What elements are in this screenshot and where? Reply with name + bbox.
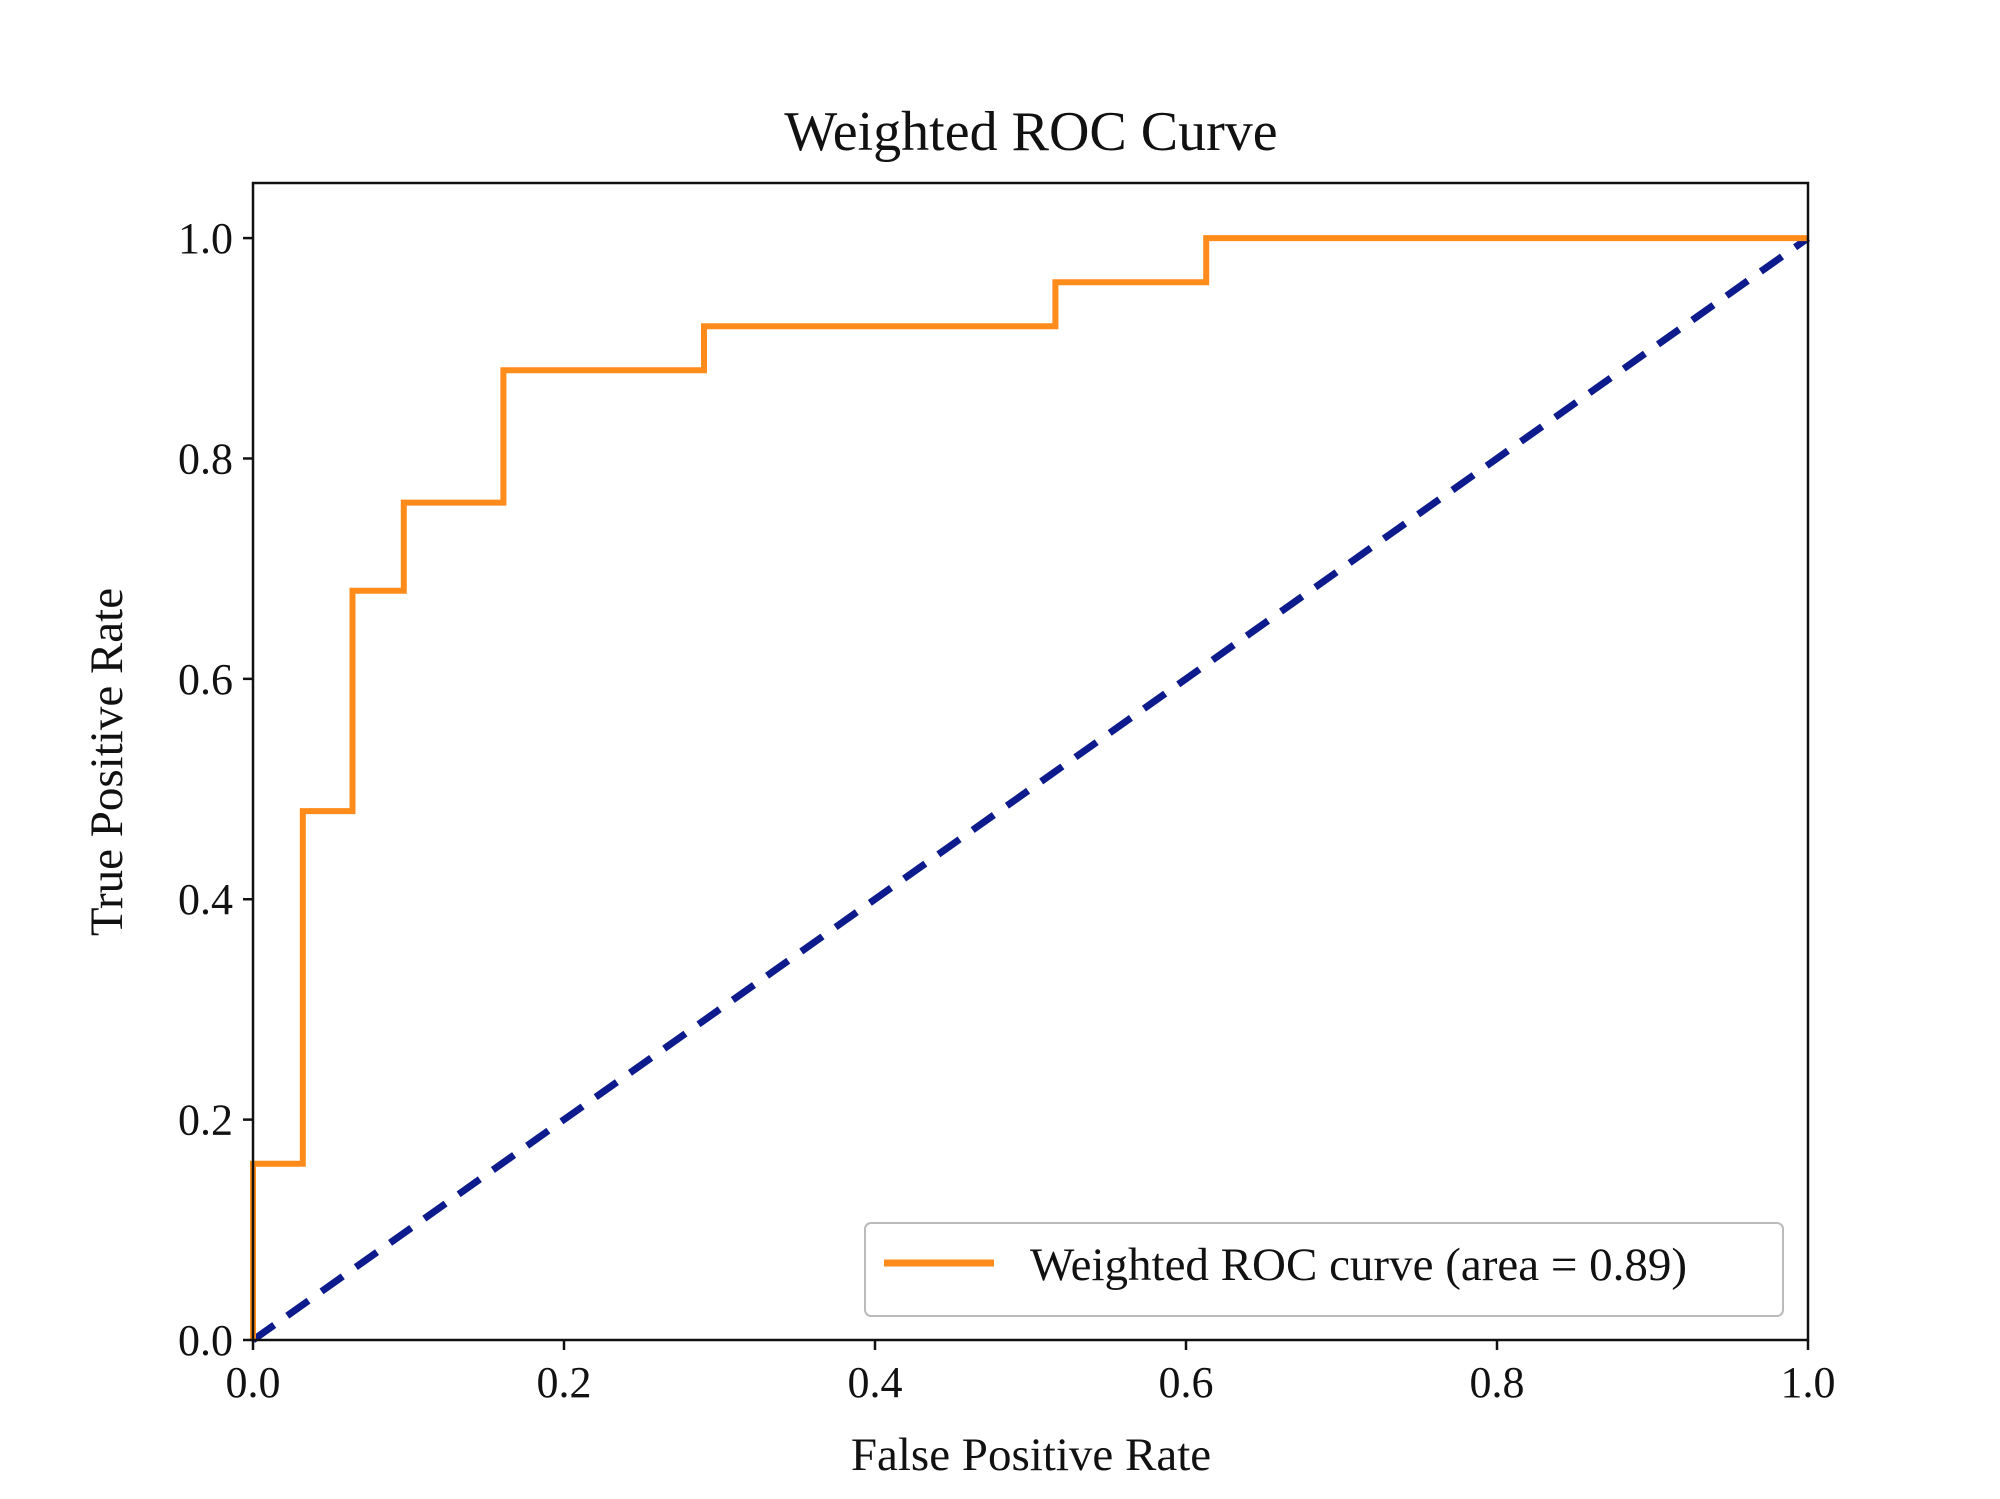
x-tick-label: 0.2: [537, 1358, 592, 1407]
legend-box: [864, 1222, 1784, 1317]
x-tick-label: 0.4: [848, 1358, 903, 1407]
chart-title: Weighted ROC Curve: [784, 101, 1277, 163]
legend-label-roc: Weighted ROC curve (area = 0.89): [1030, 1239, 1687, 1291]
y-tick-label: 0.0: [178, 1316, 233, 1365]
x-tick-label: 0.8: [1470, 1358, 1525, 1407]
legend: Weighted ROC curve (area = 0.89): [864, 1222, 1784, 1317]
chance-diagonal-line: [250, 235, 1811, 1343]
y-tick-label: 0.4: [178, 875, 233, 924]
x-axis-label: False Positive Rate: [851, 1429, 1211, 1481]
axis-ticks: 0.0 0.2 0.4 0.6 0.8 1.0 0.0 0.2 0.4 0.6 0.8 1.0: [178, 214, 1836, 1407]
x-tick-label: 0.0: [226, 1358, 281, 1407]
y-axis-label: True Positive Rate: [81, 588, 133, 936]
roc-curve-line: [250, 235, 1808, 1340]
y-tick-label: 0.2: [178, 1096, 233, 1145]
plot-frame: [251, 181, 1810, 1342]
plot-area: [250, 235, 1811, 1343]
y-tick-label: 0.6: [178, 655, 233, 704]
x-tick-label: 0.6: [1159, 1358, 1214, 1407]
y-tick-label: 0.8: [178, 434, 233, 483]
y-tick-label: 1.0: [178, 214, 233, 263]
x-tick-label: 1.0: [1781, 1358, 1836, 1407]
